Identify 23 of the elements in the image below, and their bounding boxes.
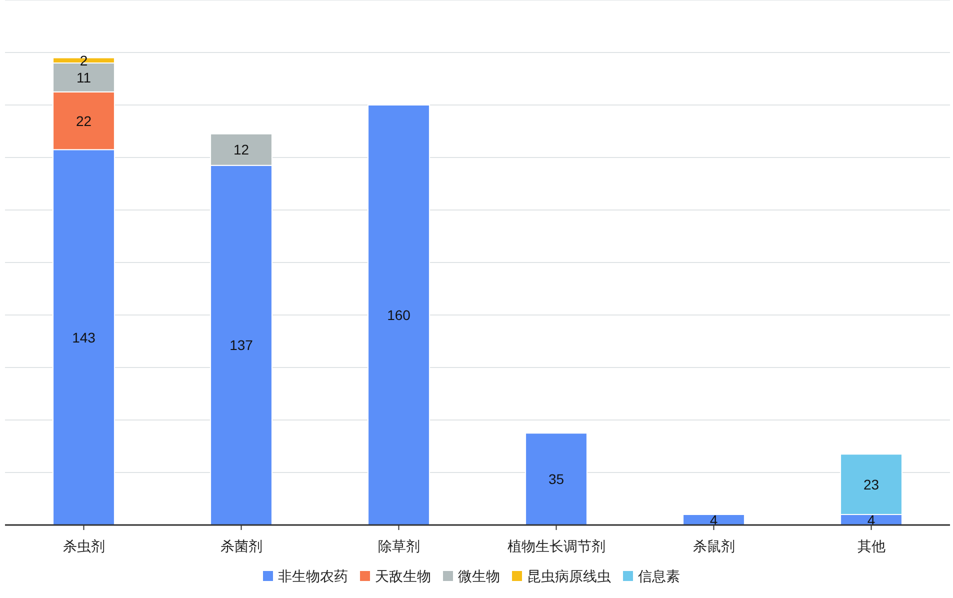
x-tick-label: 杀鼠剂 [692,538,735,554]
data-label: 23 [863,476,880,492]
data-label: 137 [230,337,254,354]
legend-label: 信息素 [638,568,680,584]
data-label: 12 [233,142,250,158]
bar [368,104,430,526]
data-label: 35 [548,471,564,488]
x-tick-label: 植物生长调节剂 [507,538,606,554]
data-label: 22 [76,112,92,129]
legend-label: 天敌生物 [375,568,431,584]
bar [525,432,588,526]
data-label: 4 [710,512,718,528]
data-label: 11 [76,69,92,86]
x-tick-label: 其他 [857,538,886,554]
legend-label: 微生物 [458,568,500,584]
data-label: 4 [867,512,876,528]
data-label: 143 [72,329,96,346]
legend-label: 昆虫病原线虫 [527,568,611,584]
x-tick-label: 除草剂 [378,538,420,554]
x-tick-label: 杀菌剂 [220,538,262,554]
x-tick-label: 杀虫剂 [62,538,105,554]
legend-label: 非生物农药 [278,568,348,584]
data-label: 160 [387,307,411,323]
